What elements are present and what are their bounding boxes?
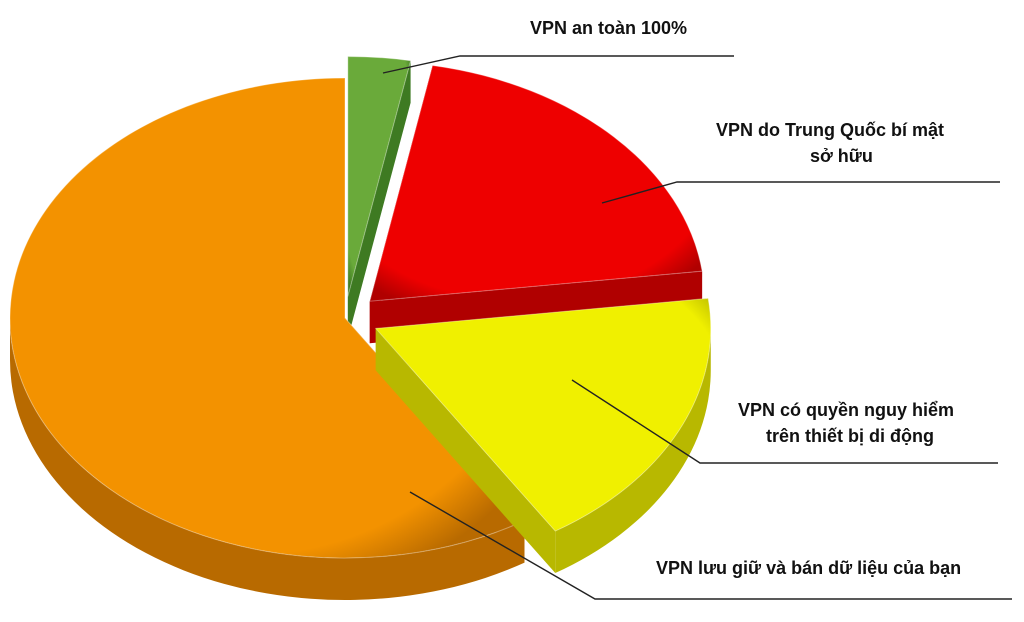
label-china-owned-vpn: VPN do Trung Quốc bí mật sở hữu bbox=[716, 117, 944, 169]
slice-dangerous-permissions-vpn-top bbox=[374, 297, 712, 532]
label-safe-vpn: VPN an toàn 100% bbox=[530, 18, 688, 38]
slice-dangerous-permissions-vpn bbox=[374, 297, 712, 574]
slice-sells-data-vpn-side bbox=[9, 318, 525, 600]
leader-safe-vpn bbox=[382, 55, 734, 74]
slice-dangerous-permissions-vpn-side bbox=[555, 328, 711, 574]
leader-china-owned-vpn bbox=[601, 181, 1000, 204]
slice-dangerous-permissions-vpn-cut bbox=[375, 328, 556, 574]
slice-china-owned-vpn bbox=[369, 64, 703, 344]
slice-china-owned-vpn-top bbox=[369, 64, 703, 302]
leader-dangerous-permissions-vpn bbox=[571, 379, 998, 464]
label-china-owned-line1: VPN do Trung Quốc bí mật bbox=[716, 120, 945, 140]
label-sells-data-vpn: VPN lưu giữ và bán dữ liệu của bạn bbox=[656, 558, 962, 578]
slice-safe-vpn-top bbox=[347, 55, 412, 297]
leader-sells-data-vpn bbox=[409, 491, 1012, 600]
slice-safe-vpn bbox=[347, 55, 412, 339]
slice-sells-data-vpn-top bbox=[9, 77, 526, 559]
slice-safe-vpn-cut bbox=[347, 60, 411, 339]
label-china-owned-line2: sở hữu bbox=[810, 146, 873, 166]
label-dangerous-permissions-vpn: VPN có quyền nguy hiểm trên thiết bị di … bbox=[738, 397, 954, 449]
label-dangerous-line1: VPN có quyền nguy hiểm bbox=[738, 400, 955, 420]
label-dangerous-line2: trên thiết bị di động bbox=[766, 426, 934, 446]
